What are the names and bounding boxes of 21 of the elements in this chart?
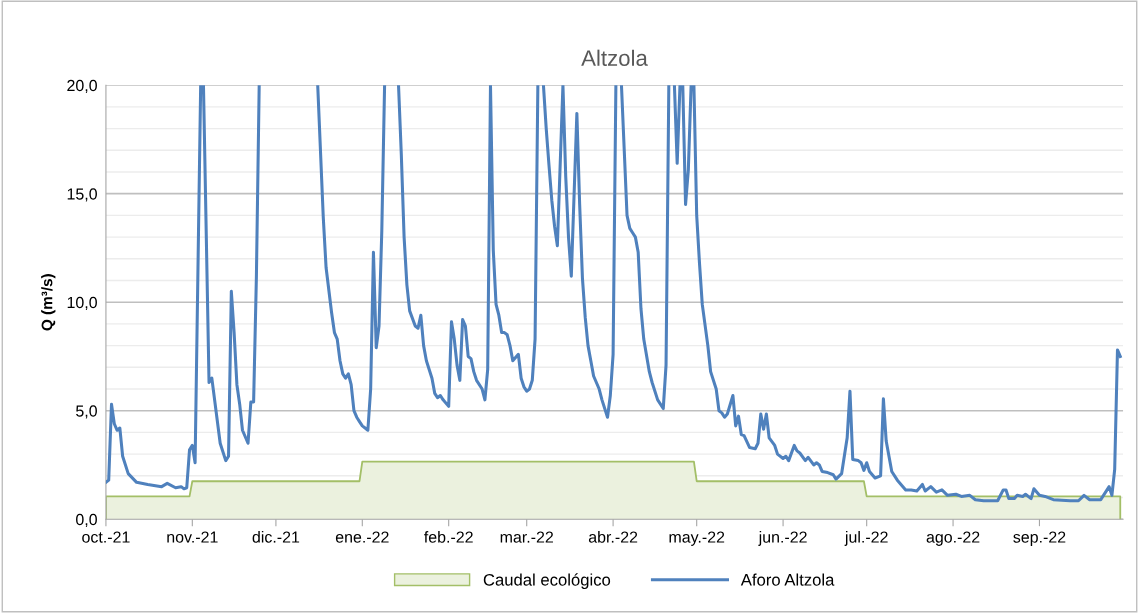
x-tick-label: abr.-22 [588,531,638,543]
x-tick-label: ene.-22 [335,531,389,543]
x-tick-label: mar.-22 [500,531,553,543]
x-tick-label: feb.-22 [424,531,473,543]
x-tick-label: ago.-22 [926,531,980,546]
legend-label: Aforo Altzola [740,573,835,586]
x-tick-label: jul.-22 [844,531,888,546]
legend-label: Caudal ecológico [483,573,611,589]
y-axis-title: Q (m³/s) [41,274,56,331]
y-tick-label: 15,0 [67,188,97,202]
y-tick-label: 5,0 [76,405,97,419]
chart-title: Altzola [581,49,648,66]
x-tick-label: jun.-22 [758,531,807,546]
y-tick-label: 20,0 [67,79,97,94]
x-tick-label: nov.-21 [167,531,218,543]
y-tick-label: 0,0 [76,513,97,528]
x-tick-label: oct.-21 [82,531,130,543]
x-tick-label: dic.-21 [252,531,300,543]
x-tick-label: may.-22 [669,531,725,546]
x-tick-label: sep.-22 [1013,531,1066,546]
y-tick-label: 10,0 [67,296,97,311]
